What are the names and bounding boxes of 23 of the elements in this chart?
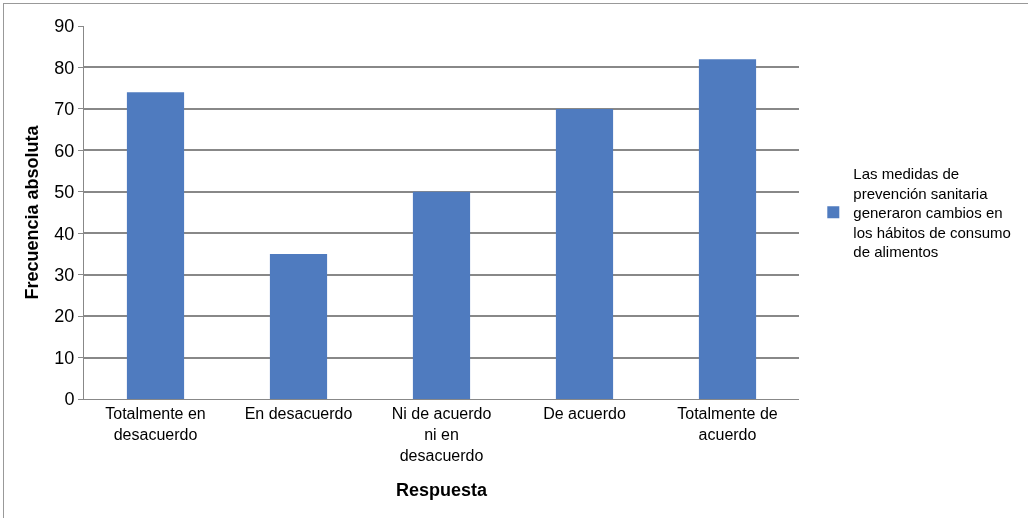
bar	[269, 253, 328, 399]
bar	[412, 191, 471, 399]
y-tick-label: 90	[54, 16, 75, 37]
y-tick-label: 40	[54, 223, 75, 244]
x-tick-label: En desacuerdo	[244, 405, 353, 423]
x-tick-label: De acuerdo	[543, 405, 626, 423]
bar	[126, 92, 185, 399]
y-axis-title: Frecuencia absoluta	[22, 124, 42, 300]
y-tick-label: 0	[64, 389, 75, 410]
x-tick-label: Totalmente de acuerdo	[677, 405, 778, 443]
x-tick-label: Ni de acuerdo ni en desacuerdo	[391, 405, 492, 464]
y-tick-label: 70	[54, 99, 75, 120]
y-tick-label: 80	[54, 57, 75, 78]
bar	[555, 108, 614, 399]
y-tick-label: 10	[54, 347, 75, 368]
x-tick-label: Totalmente en desacuerdo	[105, 405, 206, 443]
y-tick-label: 50	[54, 182, 75, 203]
y-tick-label: 20	[54, 306, 75, 327]
y-tick-label: 60	[54, 140, 75, 161]
y-tick-label: 30	[54, 264, 75, 285]
x-axis-title: Respuesta	[395, 479, 488, 500]
legend-label: Las medidas de prevención sanitaria generaron cambios en los hábitos de consumo de alimentos	[853, 165, 1011, 261]
bar	[698, 59, 757, 399]
